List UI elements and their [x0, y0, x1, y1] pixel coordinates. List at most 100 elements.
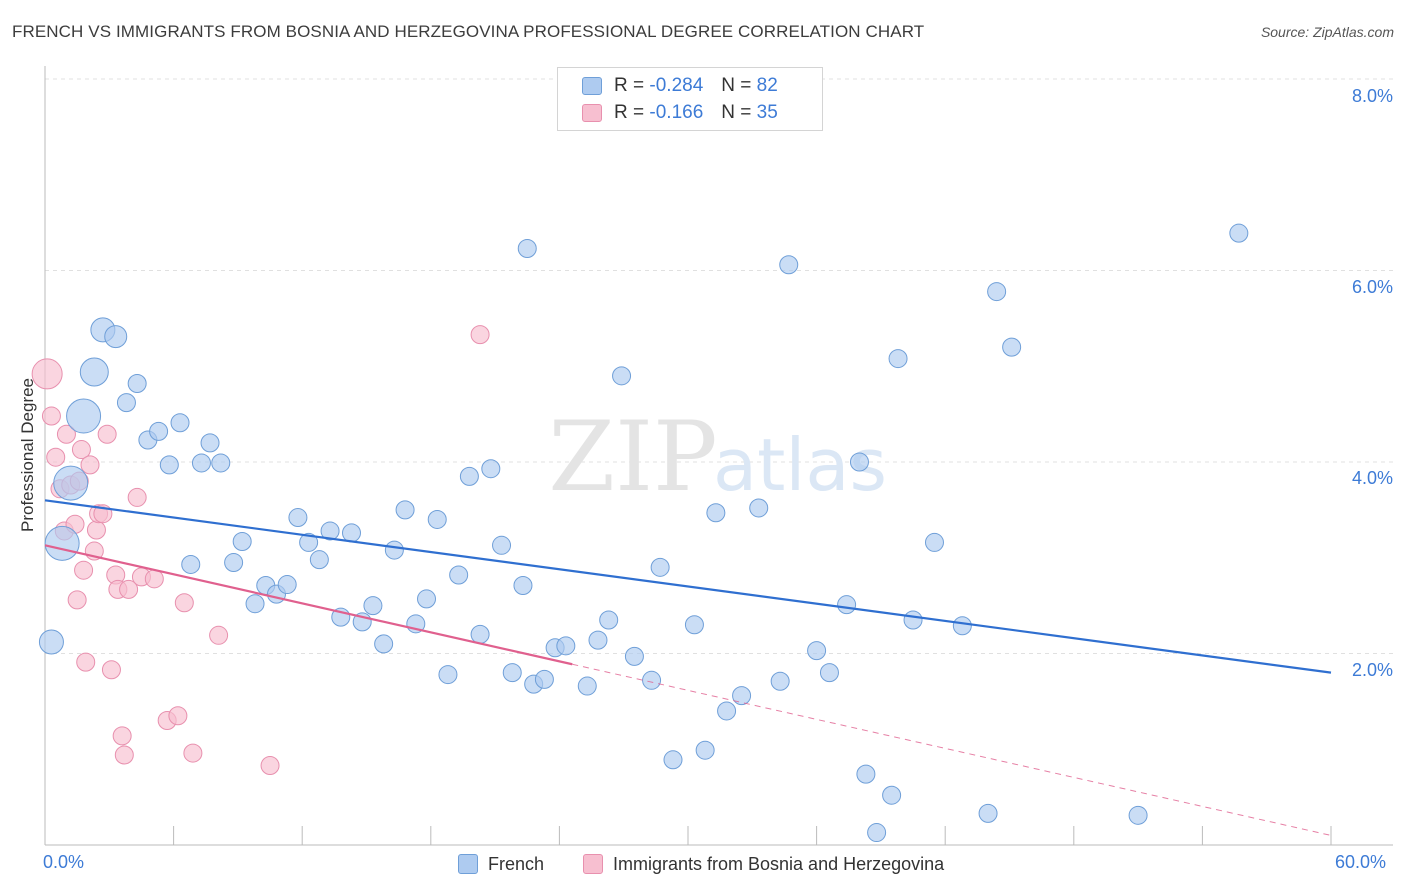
- french-point: [149, 421, 169, 441]
- french-point: [299, 532, 319, 552]
- french-point: [770, 671, 790, 691]
- french-point: [449, 565, 469, 585]
- french-point: [556, 636, 576, 656]
- french-point: [987, 282, 1007, 302]
- french-point: [599, 610, 619, 630]
- bosnia-point: [76, 652, 96, 672]
- bosnia-point: [31, 358, 63, 390]
- bosnia-point: [101, 660, 121, 680]
- french-point: [612, 366, 632, 386]
- r-value: -0.284: [649, 75, 704, 96]
- french-point: [170, 413, 190, 433]
- bosnia-point: [71, 440, 91, 460]
- bosnia-point: [144, 569, 164, 589]
- french-point: [903, 610, 923, 630]
- r-label: R =: [614, 75, 645, 96]
- bosnia-point: [67, 590, 87, 610]
- french-point: [374, 634, 394, 654]
- french-point: [882, 785, 902, 805]
- french-point: [79, 357, 109, 387]
- french-point: [104, 325, 128, 349]
- french-point: [191, 453, 211, 473]
- french-point: [952, 616, 972, 636]
- bosnia-point: [97, 424, 117, 444]
- bosnia-point: [74, 560, 94, 580]
- bosnia-point: [80, 455, 100, 475]
- legend-row-french: R = -0.284 N = 82: [582, 74, 778, 98]
- french-point: [663, 750, 683, 770]
- french-point: [624, 646, 644, 666]
- french-point: [819, 663, 839, 683]
- french-point: [717, 701, 737, 721]
- french-point: [232, 531, 252, 551]
- french-point: [1229, 223, 1249, 243]
- x-tick-label: 60.0%: [1335, 852, 1387, 872]
- y-tick-label: 6.0%: [1351, 277, 1393, 297]
- bosnia-trend-extension: [572, 663, 1332, 836]
- french-points: [38, 223, 1249, 843]
- french-point: [513, 576, 533, 596]
- y-tick-label: 2.0%: [1351, 660, 1393, 680]
- y-axis-label: Professional Degree: [18, 377, 37, 533]
- bosnia-point: [86, 520, 106, 540]
- french-point: [517, 238, 537, 258]
- french-point: [650, 557, 670, 577]
- bosnia-point: [260, 756, 280, 776]
- french-point: [1128, 805, 1148, 825]
- french-point: [807, 641, 827, 661]
- bosnia-point: [183, 743, 203, 763]
- bosnia-point: [174, 593, 194, 613]
- bosnia-point: [127, 487, 147, 507]
- french-point: [849, 452, 869, 472]
- axes: [44, 66, 1393, 846]
- french-point: [224, 553, 244, 573]
- watermark-zip: ZIP: [548, 401, 717, 513]
- french-point: [181, 554, 201, 574]
- bosnia-point: [119, 579, 139, 599]
- legend-label-bosnia: Immigrants from Bosnia and Herzegovina: [613, 853, 945, 874]
- chart-title: FRENCH VS IMMIGRANTS FROM BOSNIA AND HER…: [12, 22, 925, 41]
- r-label: R =: [614, 102, 645, 123]
- french-point: [245, 594, 265, 614]
- y-tick-label: 8.0%: [1351, 86, 1393, 106]
- n-label: N =: [721, 75, 752, 96]
- french-swatch: [582, 77, 602, 95]
- legend-item-french[interactable]: French: [458, 851, 544, 877]
- legend-label-french: French: [488, 853, 545, 874]
- stats-legend: R = -0.284 N = 82 R = -0.166 N = 35: [557, 67, 823, 131]
- french-point: [395, 500, 415, 520]
- french-point: [53, 465, 89, 501]
- trend-lines: [44, 499, 1332, 836]
- french-point: [159, 455, 179, 475]
- french-point: [867, 823, 887, 843]
- x-tick-label: 0.0%: [43, 852, 85, 872]
- french-point: [706, 503, 726, 523]
- bosnia-point: [168, 706, 188, 726]
- bosnia-swatch: [582, 104, 602, 122]
- french-point: [732, 686, 752, 706]
- french-point: [577, 676, 597, 696]
- french-point: [66, 398, 102, 434]
- french-point: [749, 498, 769, 518]
- french-point: [978, 803, 998, 823]
- french-point: [924, 532, 944, 552]
- french-point: [211, 453, 231, 473]
- bosnia-point: [209, 625, 229, 645]
- bosnia-point: [470, 325, 490, 345]
- french-point: [38, 629, 64, 655]
- french-point: [288, 508, 308, 528]
- french-point: [481, 459, 501, 479]
- legend-row-bosnia: R = -0.166 N = 35: [582, 101, 778, 125]
- french-point: [888, 349, 908, 369]
- bosnia-trend-line: [44, 544, 573, 666]
- bosnia-point: [56, 424, 76, 444]
- bosnia-swatch: [583, 854, 603, 874]
- french-trend-line: [44, 499, 1332, 674]
- french-point: [1002, 337, 1022, 357]
- french-point: [116, 393, 136, 413]
- french-swatch: [458, 854, 478, 874]
- legend-item-bosnia[interactable]: Immigrants from Bosnia and Herzegovina: [583, 851, 944, 877]
- french-point: [534, 669, 554, 689]
- bosnia-point: [112, 726, 132, 746]
